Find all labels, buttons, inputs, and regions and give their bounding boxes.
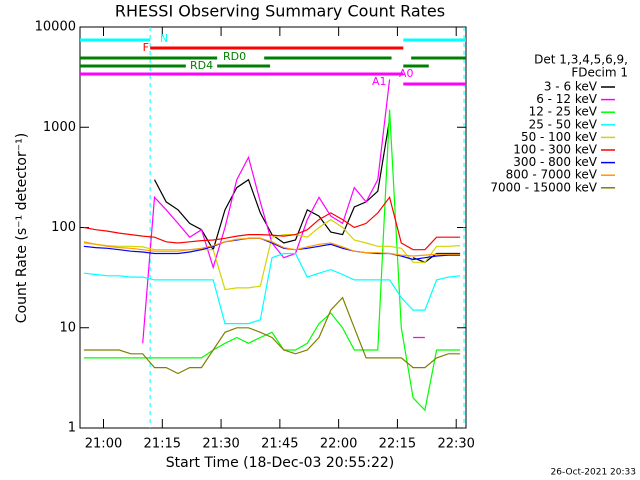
flag-label: A0 [399, 67, 414, 80]
flag-label: N [160, 32, 168, 45]
y-tick-label: 100 [51, 220, 76, 235]
legend-label: 300 - 800 keV [513, 155, 597, 169]
y-tick-label: 10000 [35, 20, 76, 35]
series-line [83, 218, 461, 291]
series-line [142, 79, 425, 344]
y-tick-label: 1 [68, 421, 76, 436]
legend-label: 3 - 6 keV [544, 80, 598, 94]
x-tick-label: 21:45 [261, 437, 298, 452]
chart-title: RHESSI Observing Summary Count Rates [115, 2, 445, 21]
legend-title: Det 1,3,4,5,6,9, [534, 53, 628, 67]
timestamp: 26-Oct-2021 20:33 [551, 468, 636, 478]
x-tick-label: 22:00 [320, 437, 357, 452]
series-line [83, 296, 461, 375]
legend-label: 800 - 7000 keV [506, 168, 598, 182]
flag-label: RD0 [223, 50, 246, 63]
x-tick-label: 21:30 [202, 437, 239, 452]
y-tick-label: 1000 [43, 120, 76, 135]
series-line [83, 237, 461, 257]
y-axis-label: Count Rate (s⁻¹ detector⁻¹) [14, 133, 30, 323]
legend-label: 12 - 25 keV [529, 105, 598, 119]
flag-label: A1 [372, 75, 387, 88]
legend-label: 6 - 12 keV [536, 92, 598, 106]
series-line [83, 195, 461, 251]
x-tick-label: 22:15 [379, 437, 416, 452]
legend-label: 7000 - 15000 keV [490, 180, 597, 194]
series-line [83, 252, 461, 325]
x-axis-label: Start Time (18-Dec-03 20:55:22) [166, 455, 394, 471]
flag-label: RD4 [190, 59, 213, 72]
x-tick-label: 21:00 [85, 437, 122, 452]
flag-label: F [143, 41, 149, 54]
x-tick-label: 22:30 [437, 437, 474, 452]
legend-label: 25 - 50 keV [529, 117, 598, 131]
legend-title: FDecim 1 [571, 66, 628, 80]
legend-label: 50 - 100 keV [521, 130, 598, 144]
y-tick-label: 10 [59, 320, 76, 335]
legend-label: 100 - 300 keV [513, 143, 597, 157]
x-tick-label: 21:15 [144, 437, 181, 452]
